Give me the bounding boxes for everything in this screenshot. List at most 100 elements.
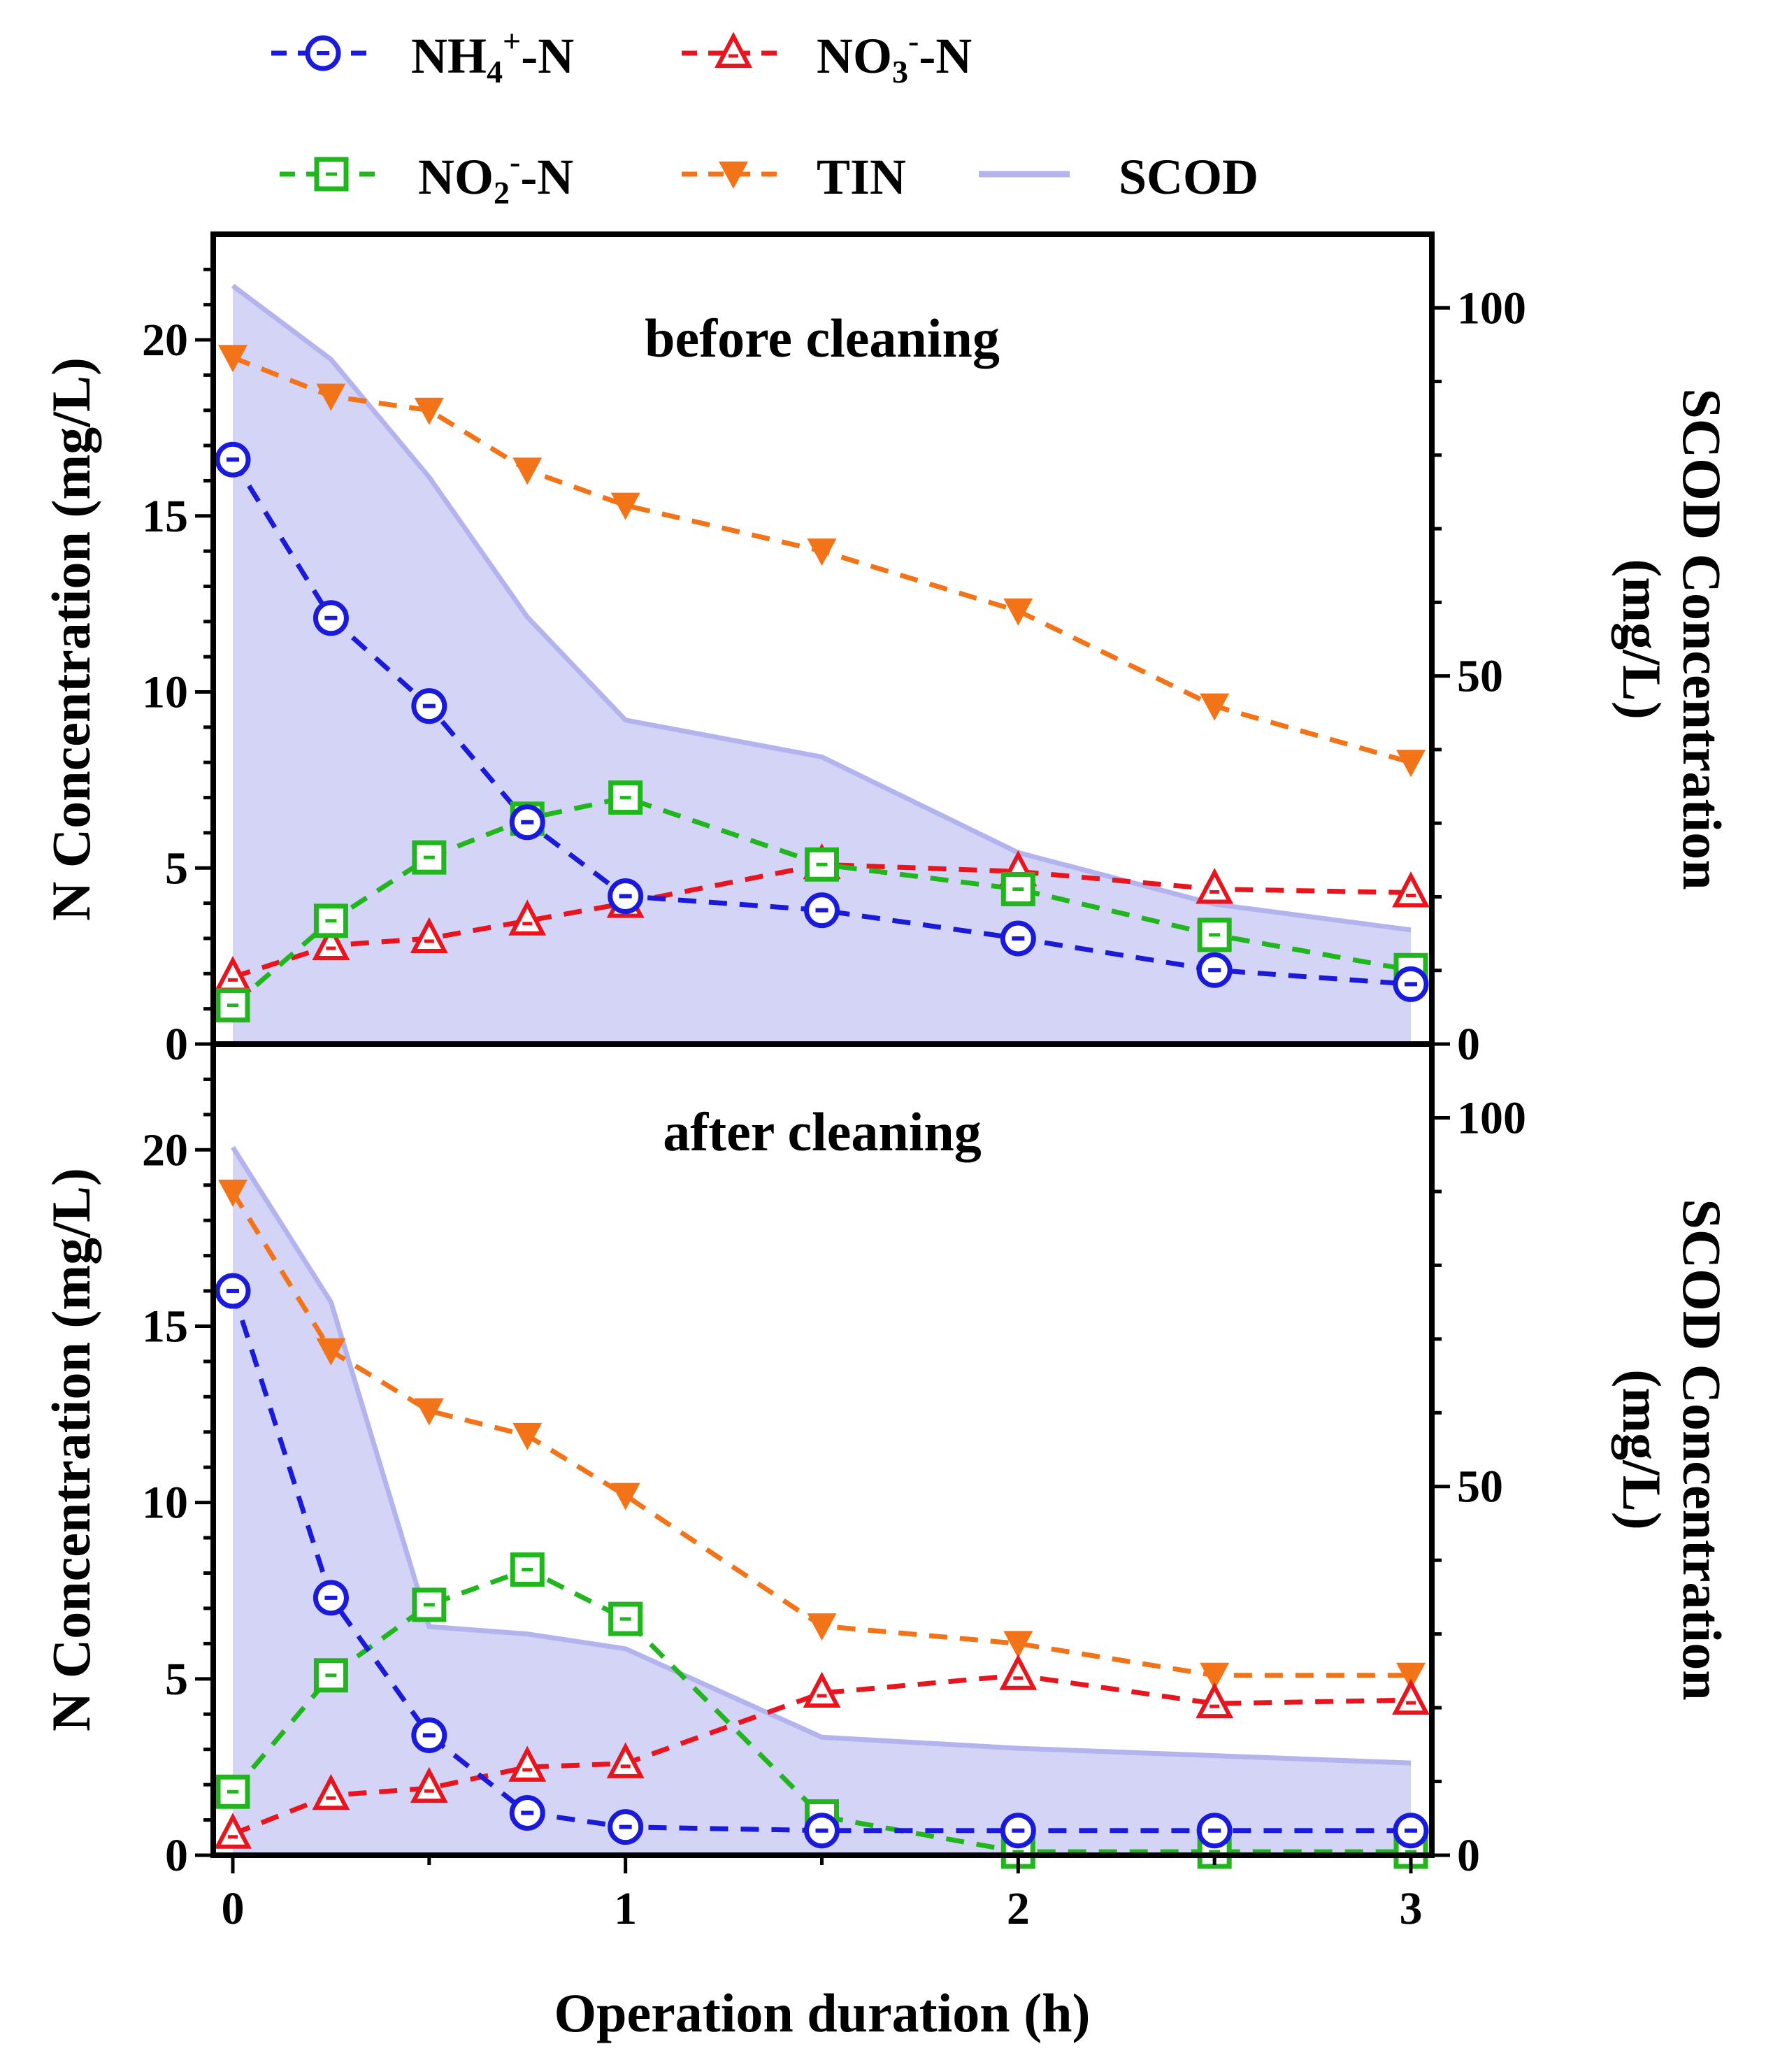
legend-item-no3: NO3--N [682, 23, 972, 90]
no3-point-before-1 [312, 924, 350, 961]
y-axis-title-right-after: SCOD Concentration [1672, 1199, 1732, 1700]
nh4-point-before-0 [215, 441, 251, 478]
panel-before: 0 5 10 15 20 0 50 100 before cleaning N Concentra… [41, 231, 1732, 1070]
no3-point-after-3 [508, 1745, 547, 1782]
right-tick-label-before-50: 50 [1457, 651, 1503, 702]
panel-title-after: after cleaning [663, 1101, 982, 1162]
nh4-point-after-0 [215, 1273, 251, 1309]
nh4-point-after-2 [411, 1717, 447, 1754]
legend-marker-tin [719, 162, 748, 189]
legend: NH4+-N NO3--N NO2--N TIN SCOD [271, 23, 1258, 210]
tin-point-before-0 [218, 345, 247, 373]
tin-point-before-7 [1200, 693, 1230, 721]
nh4-point-before-8 [1393, 966, 1429, 1002]
tin-point-after-1 [316, 1338, 346, 1366]
tin-point-after-4 [610, 1482, 640, 1510]
nh4-point-after-7 [1196, 1813, 1233, 1849]
no3-point-before-3 [508, 899, 547, 936]
no3-point-before-8 [1392, 871, 1430, 908]
no2-point-after-0 [215, 1774, 250, 1809]
no2-line-after [231, 1566, 1411, 1855]
scod-line-after [231, 1145, 1412, 1766]
left-tick-label-before-15: 15 [142, 491, 188, 542]
no2-point-before-7 [1197, 917, 1232, 952]
nh4-point-after-3 [509, 1794, 545, 1831]
nh4-point-after-5 [804, 1813, 840, 1849]
no3-point-after-7 [1196, 1682, 1234, 1719]
right-tick-label-after-100: 100 [1457, 1092, 1526, 1143]
legend-item-nh4: NH4+-N [271, 23, 574, 90]
tin-point-before-1 [316, 383, 346, 411]
tin-point-before-6 [1003, 598, 1033, 626]
no2-point-after-2 [412, 1587, 447, 1622]
x-tick-label-1: 1 [614, 1883, 637, 1934]
no3-point-after-6 [999, 1654, 1038, 1690]
tin-point-after-6 [1003, 1631, 1033, 1659]
tin-point-after-2 [414, 1398, 444, 1426]
left-tick-label-after-20: 20 [142, 1124, 188, 1176]
nh4-point-after-8 [1393, 1813, 1429, 1849]
legend-marker-nh4 [305, 35, 341, 71]
tin-point-before-8 [1396, 750, 1426, 778]
no3-point-after-2 [410, 1766, 448, 1803]
no2-line-before [231, 794, 1412, 1008]
scod-area-before [233, 285, 1411, 1044]
y-axis-title-left-before: N Concentration (mg/L) [41, 357, 101, 921]
legend-marker-no3 [715, 31, 752, 68]
y-axis-title-right-before: SCOD Concentration [1672, 388, 1732, 889]
x-tick-label-3: 3 [1400, 1883, 1423, 1934]
no2-point-after-3 [510, 1552, 545, 1587]
legend-label-scod: SCOD [1119, 149, 1258, 205]
right-tick-label-after-50: 50 [1457, 1462, 1503, 1513]
nh4-point-before-5 [804, 892, 840, 929]
no2-point-before-4 [608, 780, 643, 815]
right-tick-label-before-100: 100 [1457, 283, 1526, 334]
nh4-point-after-4 [608, 1809, 644, 1845]
tin-point-after-5 [807, 1613, 837, 1641]
y-axis-unit-right-after: (mg/L) [1612, 1369, 1672, 1530]
legend-label-tin: TIN [817, 149, 906, 205]
no3-point-after-5 [803, 1671, 841, 1708]
nh4-point-after-6 [1000, 1813, 1036, 1849]
no3-point-before-2 [410, 917, 448, 953]
nh4-point-before-6 [1000, 920, 1036, 957]
legend-item-scod: SCOD [979, 149, 1258, 205]
left-tick-label-before-10: 10 [142, 667, 188, 718]
tin-point-after-3 [512, 1422, 543, 1450]
y-axis-unit-right-before: (mg/L) [1612, 559, 1672, 720]
legend-item-tin: TIN [682, 149, 906, 205]
legend-label-nh4: NH4+-N [411, 23, 574, 90]
x-tick-label-0: 0 [222, 1883, 245, 1934]
tin-point-after-0 [218, 1179, 247, 1207]
tin-point-before-4 [610, 492, 640, 520]
tin-line-after [231, 1190, 1411, 1678]
nh4-point-before-4 [608, 878, 644, 915]
legend-marker-no2 [314, 157, 349, 192]
x-axis-title: Operation duration (h) [554, 1982, 1090, 2043]
no2-point-before-0 [215, 988, 250, 1023]
x-tick-label-2: 2 [1007, 1883, 1030, 1934]
no3-point-after-0 [214, 1813, 252, 1849]
tin-point-before-5 [807, 538, 837, 566]
no2-point-before-2 [412, 840, 447, 875]
left-tick-label-before-20: 20 [142, 315, 188, 366]
panel-title-before: before cleaning [645, 308, 1000, 369]
left-tick-label-after-5: 5 [165, 1654, 188, 1705]
no3-point-after-1 [312, 1773, 350, 1810]
legend-item-no2: NO2--N [280, 144, 573, 210]
no3-point-after-8 [1392, 1678, 1430, 1715]
no2-point-after-4 [608, 1601, 643, 1636]
left-tick-label-before-0: 0 [165, 1019, 188, 1070]
no2-point-after-1 [313, 1658, 348, 1693]
nh4-point-after-1 [313, 1580, 349, 1616]
left-tick-label-before-5: 5 [165, 843, 188, 894]
legend-label-no2: NO2--N [418, 144, 573, 210]
no2-point-before-1 [313, 903, 348, 938]
tin-point-after-7 [1200, 1662, 1230, 1690]
no3-point-after-4 [606, 1742, 645, 1778]
legend-label-no3: NO3--N [817, 23, 972, 90]
no3-point-before-7 [1196, 868, 1234, 904]
